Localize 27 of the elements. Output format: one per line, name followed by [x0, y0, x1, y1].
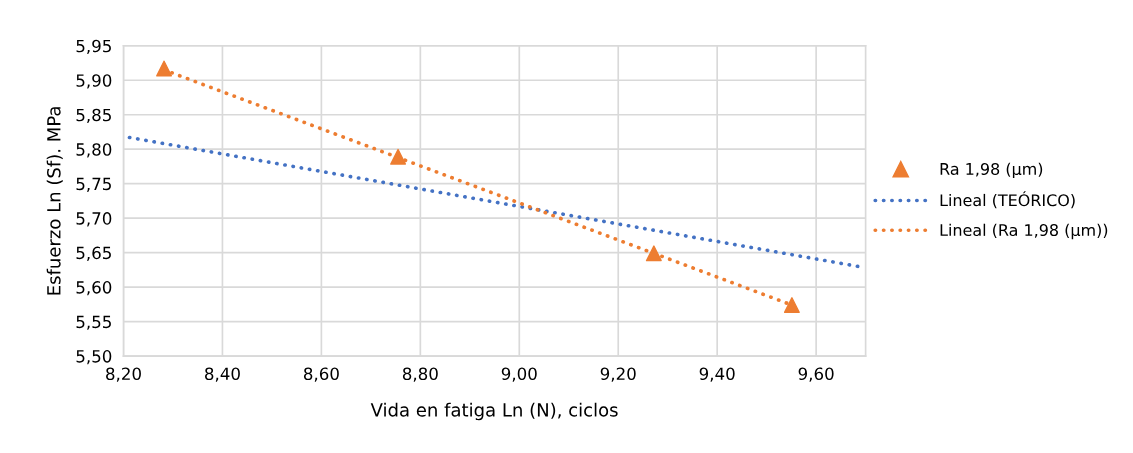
y-tick-label: 5,60 [76, 281, 112, 296]
y-axis-title: Esfuerzo Ln (Sf). MPa [46, 107, 63, 295]
x-axis-title: Vida en fatiga Ln (N), ciclos [370, 402, 618, 421]
y-tick-label: 5,70 [76, 212, 112, 227]
y-tick-label: 5,85 [76, 108, 111, 123]
x-tick-label: 8,40 [205, 367, 240, 382]
y-tick-label: 5,95 [76, 39, 111, 55]
y-tick-label: 5,55 [76, 315, 111, 330]
x-tick-label: 9,20 [600, 367, 636, 382]
point [390, 148, 407, 165]
point [645, 245, 662, 262]
point [156, 60, 173, 77]
x-tick-label: 9,40 [699, 367, 735, 382]
y-tick-label: 5,75 [76, 177, 111, 192]
legend-label: Lineal (TEÓRICO) [940, 191, 1075, 209]
legend-label: Lineal (Ra 1,98 (µm)) [940, 223, 1108, 240]
y-tick-label: 5,65 [76, 246, 111, 261]
y-tick-label: 5,80 [76, 143, 112, 158]
x-tick-label: 8,20 [106, 367, 141, 382]
x-tick-label: 9,60 [798, 367, 834, 382]
x-tick-label: 9,00 [501, 367, 537, 382]
y-tick-label: 5,50 [76, 350, 112, 365]
y-tick-label: 5,90 [76, 74, 112, 89]
x-tick-label: 8,60 [303, 367, 339, 382]
x-tick-label: 8,80 [402, 367, 438, 382]
point [783, 297, 800, 314]
legend-label: Ra 1,98 (µm) [940, 162, 1043, 179]
